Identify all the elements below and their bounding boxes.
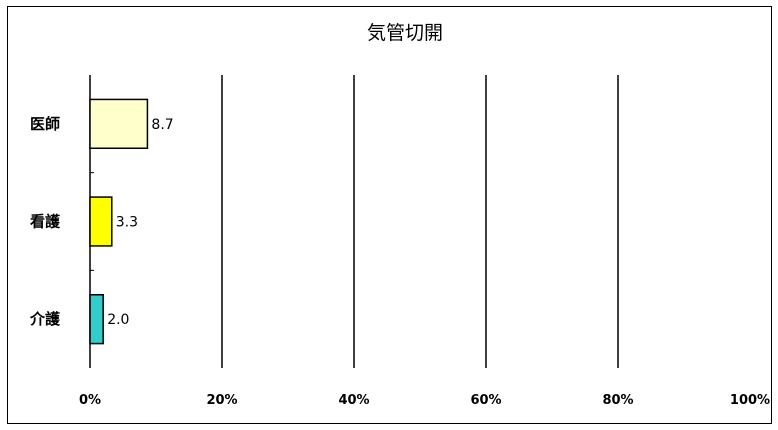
x-tick-label: 20%: [206, 393, 237, 408]
data-label: 3.3: [116, 215, 138, 231]
bar: [89, 98, 149, 149]
ticks-layer: 0% 20% 40% 60% 80% 100%: [79, 393, 770, 408]
category-label: 介護: [29, 310, 61, 328]
x-tick-label: 0%: [79, 393, 101, 408]
labels-layer: 医師 8.7 看護 3.3 介護 2.0: [29, 115, 174, 328]
x-tick-label: 100%: [730, 393, 770, 408]
bars-layer: [89, 98, 149, 345]
x-tick-label: 60%: [470, 393, 501, 408]
chart-title: 気管切開: [367, 22, 443, 44]
x-tick-label: 80%: [602, 393, 633, 408]
bar: [89, 196, 113, 247]
bar: [89, 294, 104, 345]
category-label: 看護: [30, 213, 61, 231]
category-label: 医師: [30, 115, 60, 133]
x-tick-label: 40%: [338, 393, 369, 408]
data-label: 8.7: [151, 117, 173, 133]
data-label: 2.0: [107, 312, 129, 328]
chart-frame: [7, 6, 772, 424]
